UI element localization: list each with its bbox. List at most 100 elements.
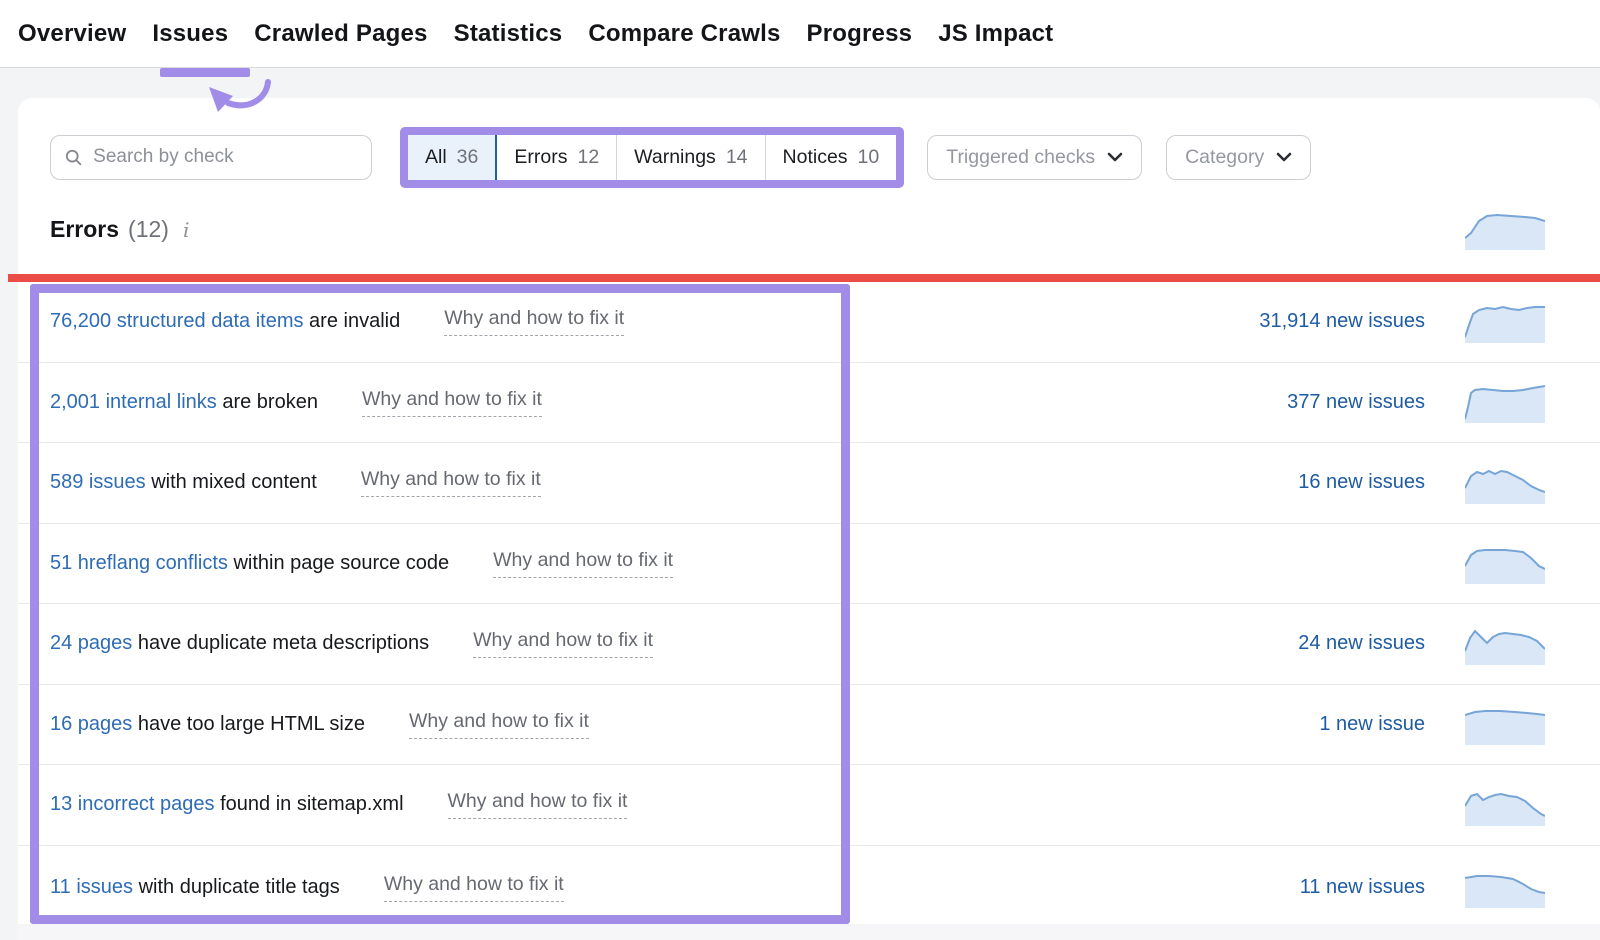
tab-progress[interactable]: Progress bbox=[806, 19, 913, 47]
filter-notices[interactable]: Notices 10 bbox=[765, 134, 897, 180]
issue-row-right: 11 new issues bbox=[1300, 866, 1600, 908]
why-and-how-to-fix-link[interactable]: Why and how to fix it bbox=[473, 629, 654, 659]
new-issues-link[interactable]: 24 new issues bbox=[1298, 632, 1425, 655]
new-issues-link[interactable]: 31,914 new issues bbox=[1259, 310, 1425, 333]
issue-row: 589 issues with mixed content Why and ho… bbox=[18, 443, 1600, 524]
tab-issues[interactable]: Issues bbox=[152, 19, 229, 47]
issue-row: 76,200 structured data items are invalid… bbox=[18, 282, 1600, 363]
filter-warnings-label: Warnings bbox=[634, 145, 716, 168]
issue-row-right: 16 new issues bbox=[1298, 462, 1600, 504]
why-and-how-to-fix-link[interactable]: Why and how to fix it bbox=[361, 388, 542, 417]
issue-description: 2,001 internal links are broken bbox=[50, 391, 318, 414]
errors-section-header: Errors (12) i bbox=[50, 216, 189, 243]
issue-count-link[interactable]: 2,001 internal links bbox=[50, 390, 217, 413]
issue-count-link[interactable]: 51 hreflang conflicts bbox=[50, 551, 228, 574]
errors-severity-bar bbox=[8, 274, 1600, 282]
tab-crawled-pages[interactable]: Crawled Pages bbox=[254, 19, 428, 47]
severity-filter-annotation: All 36 Errors 12 Warnings 14 Notices 10 bbox=[400, 126, 905, 188]
issue-row-right bbox=[1425, 542, 1600, 585]
issue-row: 13 incorrect pages found in sitemap.xml … bbox=[18, 765, 1600, 846]
issue-row-right: 24 new issues bbox=[1298, 623, 1600, 665]
issue-row: 2,001 internal links are broken Why and … bbox=[18, 362, 1600, 443]
category-label: Category bbox=[1185, 145, 1265, 168]
issue-trend-sparkline bbox=[1465, 469, 1545, 504]
issue-count-link[interactable]: 589 issues bbox=[50, 471, 146, 494]
issue-row: 11 issues with duplicate title tags Why … bbox=[18, 845, 1600, 930]
issue-description: 24 pages have duplicate meta description… bbox=[50, 632, 429, 655]
why-and-how-to-fix-link[interactable]: Why and how to fix it bbox=[493, 549, 674, 578]
filter-all-label: All bbox=[425, 145, 447, 168]
filter-errors-count: 12 bbox=[577, 145, 600, 168]
tab-compare-crawls[interactable]: Compare Crawls bbox=[588, 19, 781, 47]
why-and-how-to-fix-link[interactable]: Why and how to fix it bbox=[383, 873, 564, 902]
info-icon[interactable]: i bbox=[182, 218, 190, 242]
issue-trend-sparkline bbox=[1465, 305, 1545, 343]
issue-description-rest: within page source code bbox=[233, 551, 450, 574]
filter-notices-count: 10 bbox=[857, 145, 880, 168]
issue-description-rest: with duplicate title tags bbox=[138, 875, 340, 898]
issue-trend-sparkline bbox=[1465, 629, 1545, 665]
tab-js-impact[interactable]: JS Impact bbox=[938, 19, 1054, 47]
new-issues-link[interactable]: 1 new issue bbox=[1319, 712, 1425, 735]
issue-description: 589 issues with mixed content bbox=[50, 471, 317, 494]
filter-all-count: 36 bbox=[456, 145, 479, 168]
issues-toolbar: All 36 Errors 12 Warnings 14 Notices 10 … bbox=[50, 126, 1312, 188]
search-icon bbox=[65, 149, 82, 165]
section-count: (12) bbox=[128, 216, 169, 242]
search-input[interactable] bbox=[93, 146, 357, 168]
tab-statistics[interactable]: Statistics bbox=[453, 19, 563, 47]
issue-trend-sparkline bbox=[1465, 549, 1545, 585]
issue-count-link[interactable]: 76,200 structured data items bbox=[50, 310, 304, 333]
why-and-how-to-fix-link[interactable]: Why and how to fix it bbox=[447, 790, 628, 820]
issue-row: 24 pages have duplicate meta description… bbox=[18, 604, 1600, 685]
why-and-how-to-fix-link[interactable]: Why and how to fix it bbox=[409, 710, 589, 739]
why-and-how-to-fix-link[interactable]: Why and how to fix it bbox=[360, 468, 541, 498]
issue-trend-sparkline bbox=[1465, 792, 1545, 826]
issue-trend-sparkline bbox=[1465, 385, 1545, 424]
filter-notices-label: Notices bbox=[782, 145, 848, 168]
new-issues-link[interactable]: 377 new issues bbox=[1287, 390, 1425, 413]
issue-description: 76,200 structured data items are invalid bbox=[50, 310, 400, 333]
issue-description-rest: have duplicate meta descriptions bbox=[137, 632, 430, 655]
filter-warnings[interactable]: Warnings 14 bbox=[617, 134, 766, 180]
tab-overview[interactable]: Overview bbox=[18, 19, 127, 47]
issue-row-right: 31,914 new issues bbox=[1259, 301, 1600, 343]
issue-description: 11 issues with duplicate title tags bbox=[50, 876, 340, 899]
errors-issue-list: 76,200 structured data items are invalid… bbox=[18, 282, 1600, 930]
section-title: Errors bbox=[50, 216, 120, 242]
issue-count-link[interactable]: 24 pages bbox=[50, 632, 133, 655]
filter-warnings-count: 14 bbox=[725, 145, 748, 168]
next-section-strip bbox=[18, 924, 1600, 940]
issue-description-rest: are broken bbox=[222, 390, 318, 413]
new-issues-link[interactable]: 11 new issues bbox=[1299, 875, 1425, 898]
filter-all[interactable]: All 36 bbox=[408, 134, 498, 180]
triggered-checks-dropdown[interactable]: Triggered checks bbox=[927, 134, 1143, 180]
issues-tab-underline-annotation bbox=[160, 68, 250, 77]
issue-description: 51 hreflang conflicts within page source… bbox=[50, 552, 449, 575]
filter-errors[interactable]: Errors 12 bbox=[497, 134, 618, 180]
issue-row: 16 pages have too large HTML size Why an… bbox=[18, 684, 1600, 765]
issue-description-rest: have too large HTML size bbox=[137, 712, 365, 735]
errors-trend-sparkline bbox=[1465, 213, 1545, 250]
issue-count-link[interactable]: 13 incorrect pages bbox=[50, 793, 215, 816]
issue-row: 51 hreflang conflicts within page source… bbox=[18, 523, 1600, 604]
category-dropdown[interactable]: Category bbox=[1166, 134, 1312, 180]
why-and-how-to-fix-link[interactable]: Why and how to fix it bbox=[444, 307, 625, 337]
issue-row-right bbox=[1425, 784, 1600, 826]
issue-trend-sparkline bbox=[1465, 875, 1545, 908]
issue-description: 13 incorrect pages found in sitemap.xml bbox=[50, 793, 404, 816]
search-by-check-box[interactable] bbox=[50, 134, 372, 180]
issue-count-link[interactable]: 11 issues bbox=[50, 875, 134, 898]
new-issues-link[interactable]: 16 new issues bbox=[1298, 471, 1425, 494]
triggered-checks-label: Triggered checks bbox=[946, 145, 1096, 168]
issue-row-right: 377 new issues bbox=[1287, 381, 1600, 424]
issue-description-rest: found in sitemap.xml bbox=[220, 793, 404, 816]
issue-description-rest: with mixed content bbox=[151, 471, 317, 494]
audit-tab-bar: Overview Issues Crawled Pages Statistics… bbox=[0, 0, 1600, 68]
chevron-down-icon bbox=[1276, 152, 1292, 162]
curved-arrow-annotation bbox=[209, 79, 271, 112]
issue-count-link[interactable]: 16 pages bbox=[50, 712, 133, 735]
issue-description: 16 pages have too large HTML size bbox=[50, 713, 365, 736]
chevron-down-icon bbox=[1107, 152, 1123, 162]
issue-trend-sparkline bbox=[1465, 710, 1545, 746]
